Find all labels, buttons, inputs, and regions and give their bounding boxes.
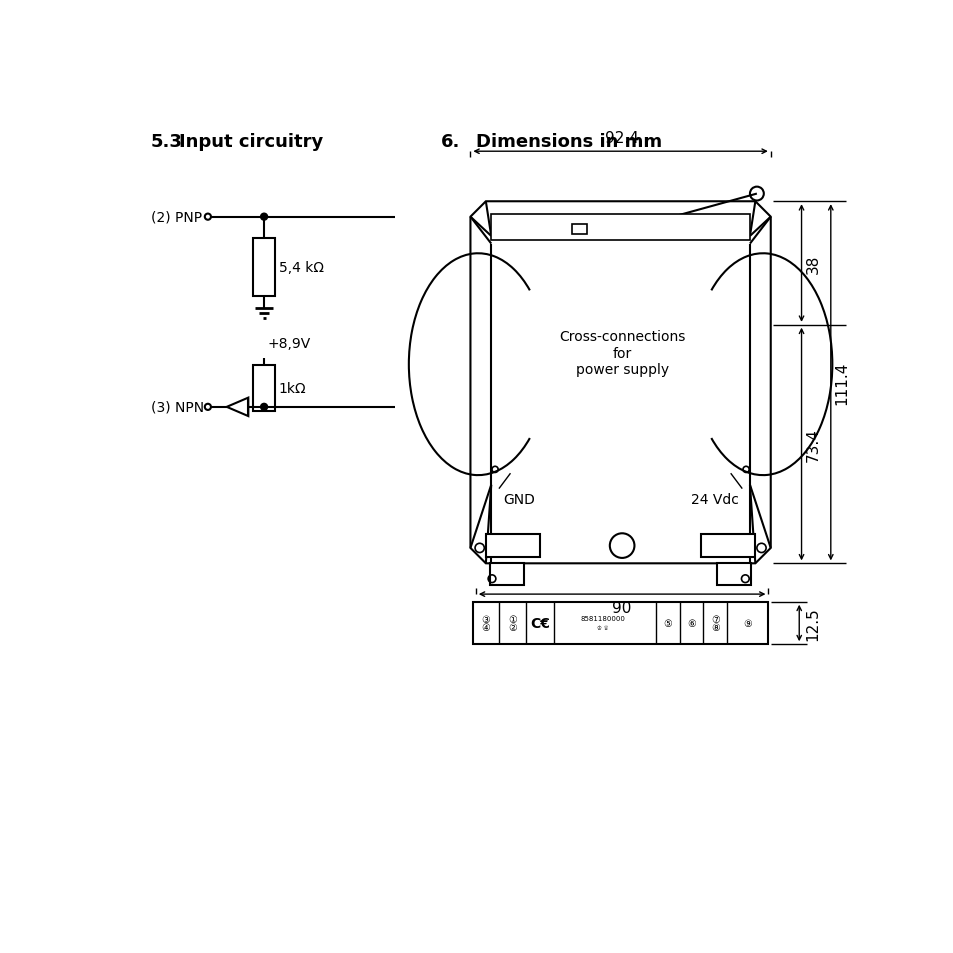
Bar [716, 564, 751, 585]
Text: Dimensions in mm: Dimensions in mm [476, 132, 661, 151]
Text: 6.: 6. [440, 132, 460, 151]
Text: +8,9V: +8,9V [268, 336, 311, 351]
Bar [489, 564, 524, 585]
Text: ①: ① [508, 615, 517, 624]
Text: (3) NPN: (3) NPN [151, 400, 204, 415]
Text: GND: GND [502, 493, 534, 507]
Text: C€: C€ [530, 617, 550, 630]
Text: 73.4: 73.4 [804, 428, 820, 461]
Bar [473, 602, 767, 644]
Text: ②: ② [508, 622, 517, 632]
Text: 12.5: 12.5 [804, 606, 820, 640]
Text: ⑧: ⑧ [710, 622, 719, 632]
Text: ⑨: ⑨ [742, 618, 751, 628]
Text: ⑤: ⑤ [663, 618, 672, 628]
Text: ⑥: ⑥ [686, 618, 695, 628]
Bar [485, 535, 539, 558]
Text: 1kΩ: 1kΩ [278, 382, 306, 395]
Circle shape [260, 404, 267, 411]
Text: 24 Vdc: 24 Vdc [690, 493, 738, 507]
Bar [253, 366, 274, 412]
Bar [253, 239, 274, 296]
Text: 5,4 kΩ: 5,4 kΩ [278, 261, 323, 274]
Bar [572, 225, 587, 234]
Text: 5.3: 5.3 [151, 132, 183, 151]
Text: ④: ④ [481, 622, 490, 632]
Text: 111.4: 111.4 [834, 361, 849, 404]
Bar [491, 215, 749, 240]
Text: Cross-connections
for
power supply: Cross-connections for power supply [558, 330, 684, 376]
Text: ♔ ♕: ♔ ♕ [597, 625, 608, 631]
Bar [700, 535, 755, 558]
Text: 90: 90 [612, 600, 631, 616]
Text: (2) PNP: (2) PNP [151, 211, 202, 224]
Text: 8581180000: 8581180000 [579, 616, 624, 621]
Text: ⑦: ⑦ [710, 615, 719, 624]
Text: ③: ③ [481, 615, 490, 624]
Circle shape [260, 214, 267, 221]
Text: 92.4: 92.4 [604, 131, 639, 146]
Text: 38: 38 [804, 254, 820, 274]
Text: Input circuitry: Input circuitry [179, 132, 323, 151]
